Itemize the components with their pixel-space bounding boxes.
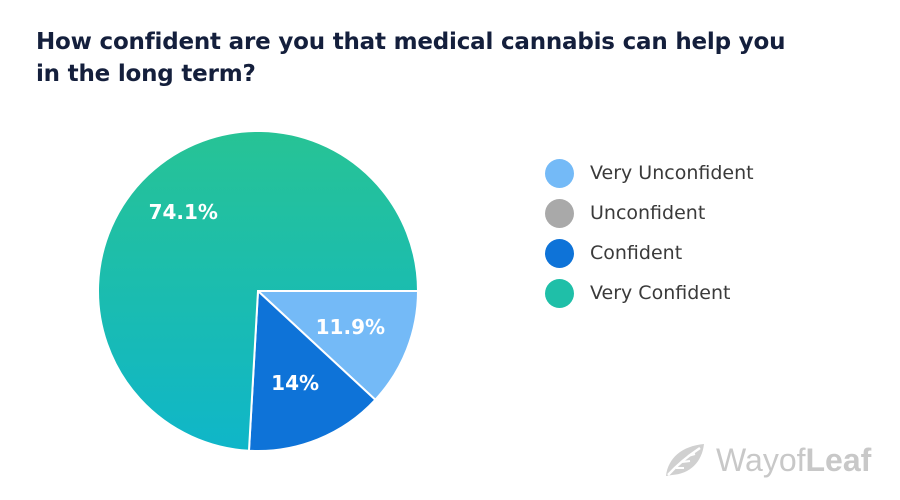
leaf-icon bbox=[666, 444, 704, 476]
legend-label: Confident bbox=[590, 242, 683, 264]
legend-item-confident: Confident bbox=[545, 238, 754, 268]
slice-label-very-confident: 74.1% bbox=[149, 200, 218, 224]
watermark-of: of bbox=[778, 441, 806, 478]
slice-label-confident: 14% bbox=[271, 371, 319, 395]
watermark-leaf: Leaf bbox=[805, 441, 872, 478]
legend-swatch bbox=[545, 198, 574, 228]
pie-slice-confident bbox=[247, 288, 377, 452]
legend-swatch bbox=[545, 158, 574, 188]
legend-label: Unconfident bbox=[590, 202, 706, 224]
slice-label-very-unconfident: 11.9% bbox=[316, 315, 385, 339]
legend: Very Unconfident Unconfident Confident V… bbox=[545, 158, 754, 318]
legend-swatch bbox=[545, 238, 574, 268]
legend-item-very-confident: Very Confident bbox=[545, 278, 754, 308]
legend-label: Very Confident bbox=[590, 282, 731, 304]
wayofleaf-watermark: WayofLeaf bbox=[662, 440, 871, 480]
chart-title: How confident are you that medical canna… bbox=[36, 29, 786, 87]
legend-item-very-unconfident: Very Unconfident bbox=[545, 158, 754, 188]
legend-label: Very Unconfident bbox=[590, 162, 754, 184]
watermark-way: Way bbox=[716, 441, 779, 478]
pie-slice-very-unconfident bbox=[255, 290, 420, 402]
pie-slice-very-confident bbox=[97, 130, 420, 452]
legend-swatch bbox=[545, 278, 574, 308]
legend-item-unconfident: Unconfident bbox=[545, 198, 754, 228]
